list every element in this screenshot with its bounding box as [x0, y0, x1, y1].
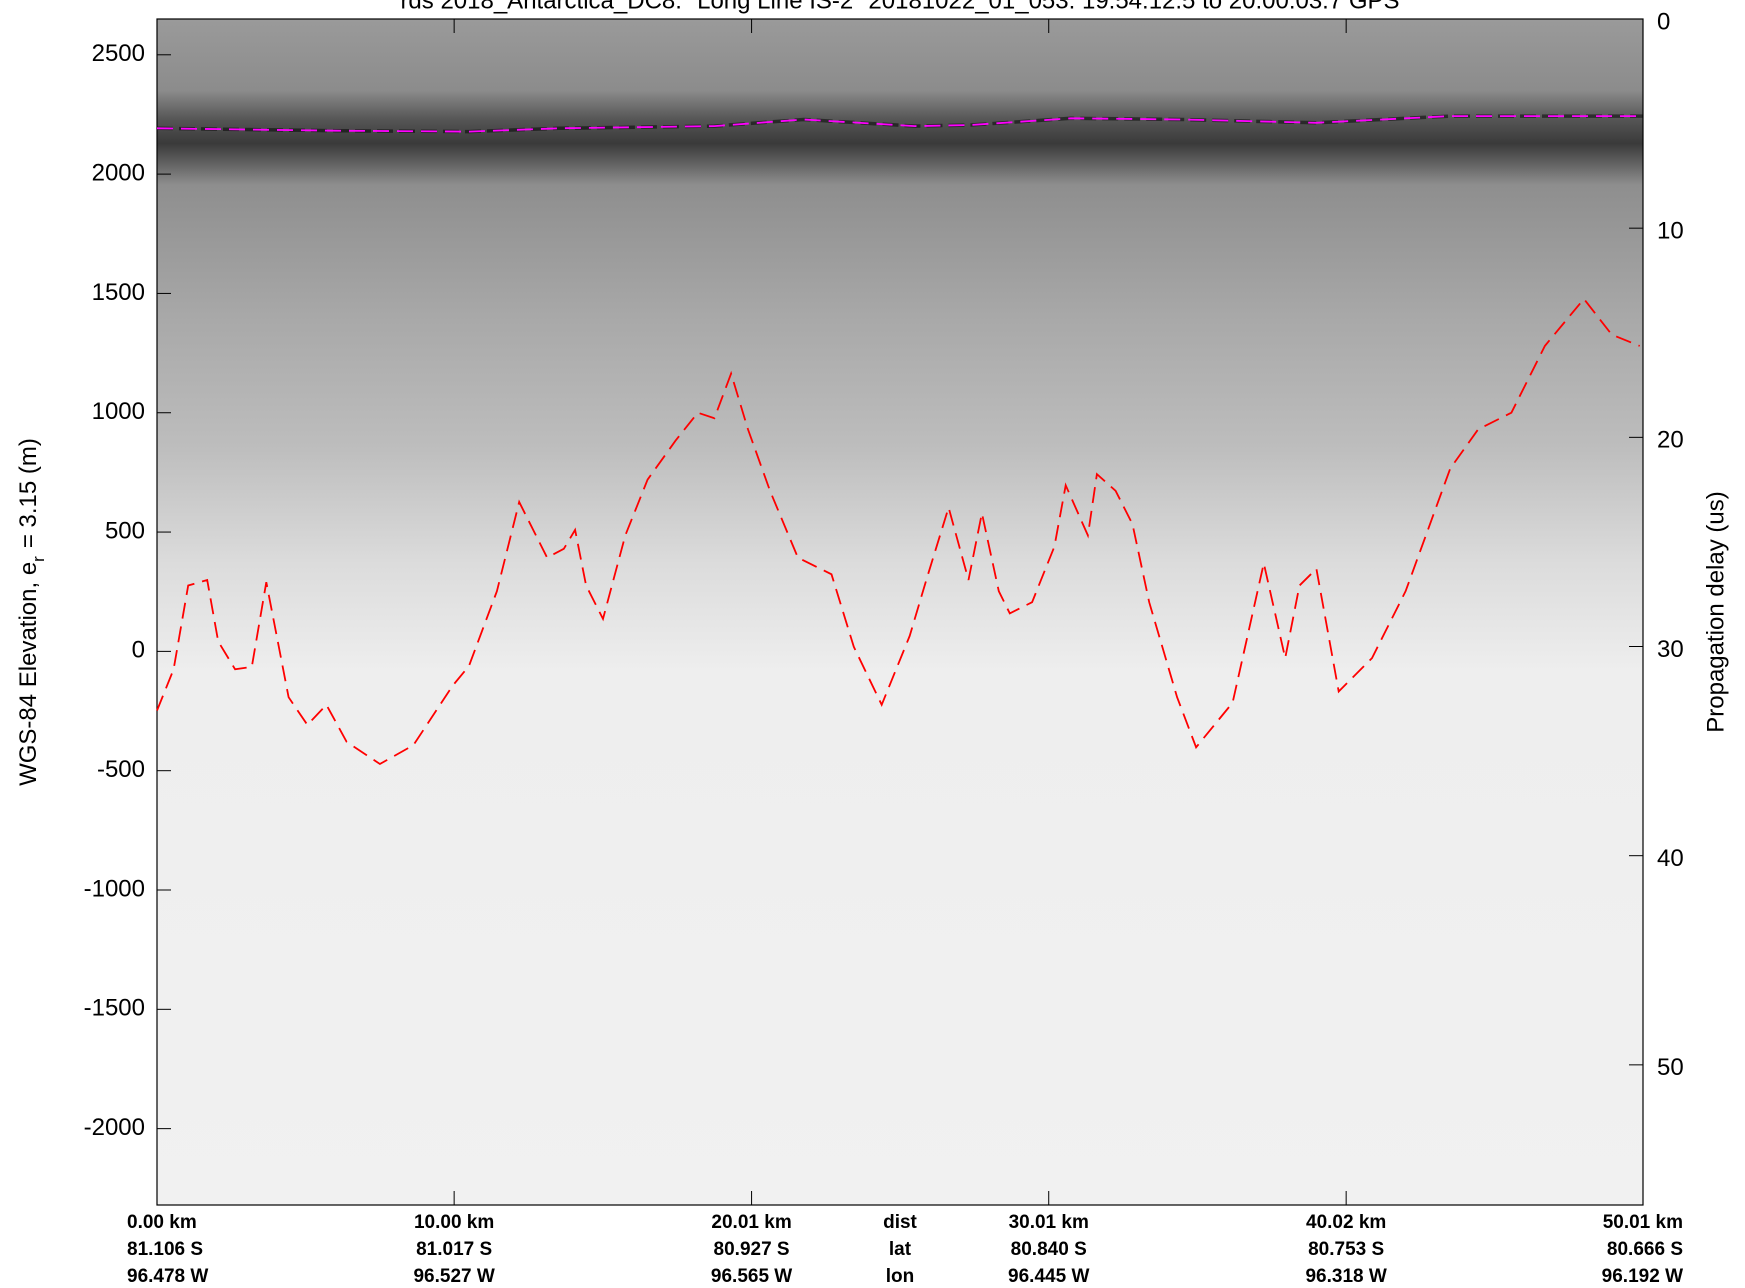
y-tick-label: 1500	[92, 279, 145, 306]
y-tick-label: -2000	[84, 1114, 145, 1141]
lat-label: 81.106 S	[127, 1239, 203, 1260]
row-name: lat	[889, 1239, 912, 1260]
y2-tick-label: 50	[1657, 1054, 1684, 1081]
series-line	[156, 297, 1641, 766]
lon-label: 96.527 W	[413, 1266, 494, 1287]
x-tick-label: 0.00 km	[127, 1212, 197, 1233]
lon-label: 96.192 W	[1602, 1266, 1683, 1287]
lon-label: 96.565 W	[711, 1266, 792, 1287]
y2-tick-label: 20	[1657, 427, 1684, 454]
y-label-main: WGS-84 Elevation, e	[15, 562, 42, 786]
row-name: lon	[886, 1266, 915, 1287]
echogram	[157, 19, 1643, 1205]
y-tick-label: -1000	[84, 875, 145, 902]
y2-tick-label: 10	[1657, 218, 1684, 245]
y-tick-label: 1000	[92, 398, 145, 425]
plot-frame	[156, 18, 1644, 1206]
lat-label: 80.753 S	[1308, 1239, 1384, 1260]
lat-label: 81.017 S	[416, 1239, 492, 1260]
x-tick-label: 30.01 km	[1009, 1212, 1089, 1233]
chart-title: rds 2018_Antarctica_DC8: "Long Line IS-2…	[400, 0, 1399, 14]
x-tick-label: 40.02 km	[1306, 1212, 1386, 1233]
series-line	[156, 115, 1643, 133]
y2-tick-label: 30	[1657, 636, 1684, 663]
y-tick-label: -500	[97, 756, 145, 783]
y2-axis-label: Propagation delay (us)	[1702, 491, 1729, 732]
lat-label: 80.666 S	[1607, 1239, 1683, 1260]
y-tick-label: 2000	[92, 159, 145, 186]
lon-label: 96.445 W	[1008, 1266, 1089, 1287]
y2-tick-label: 0	[1657, 8, 1670, 35]
y-label-sub: r	[29, 556, 48, 562]
y2-tick-label: 40	[1657, 845, 1684, 872]
y-tick-label: 500	[105, 517, 145, 544]
y-label-rest: = 3.15 (m)	[15, 438, 42, 548]
lat-label: 80.927 S	[714, 1239, 790, 1260]
lon-label: 96.478 W	[127, 1266, 208, 1287]
x-tick-label: 10.00 km	[414, 1212, 494, 1233]
x-tick-label: 50.01 km	[1603, 1212, 1683, 1233]
row-name: dist	[883, 1212, 917, 1233]
y-axis-label: WGS-84 Elevation, er = 3.15 (m)	[15, 438, 48, 786]
y-tick-label: 0	[132, 637, 145, 664]
y-tick-label: -1500	[84, 995, 145, 1022]
lon-label: 96.318 W	[1305, 1266, 1386, 1287]
y-tick-label: 2500	[92, 40, 145, 67]
lat-label: 80.840 S	[1011, 1239, 1087, 1260]
x-tick-label: 20.01 km	[711, 1212, 791, 1233]
